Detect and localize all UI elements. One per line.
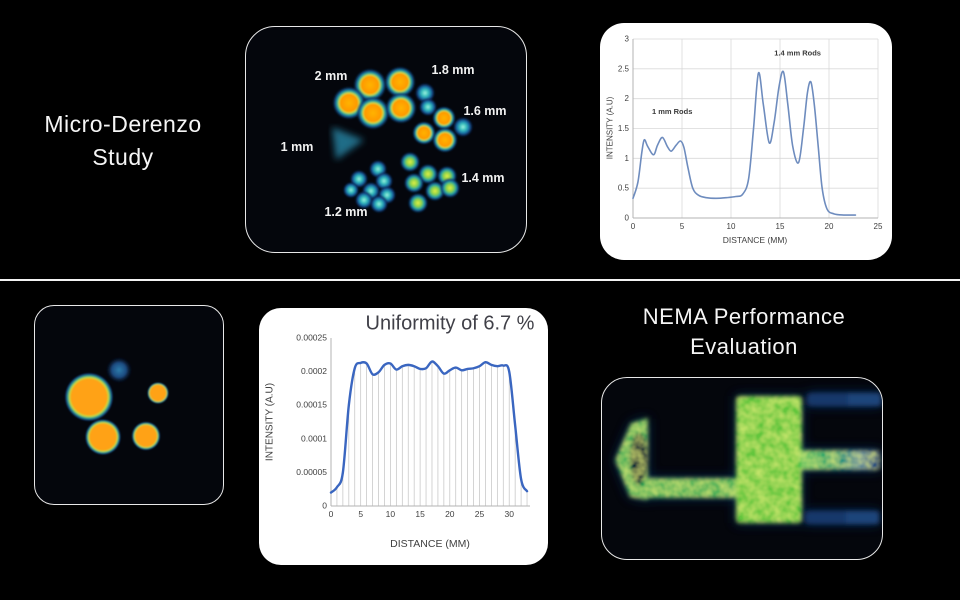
data-series-line [632,70,857,216]
x-tick-label: 25 [475,509,485,519]
x-tick-label: 20 [445,509,455,519]
rod-dot [432,127,458,153]
y-tick-label: 0 [322,501,327,511]
y-tick-label: 0.00025 [296,333,327,343]
nema-title-line1: NEMA Performance [642,304,846,329]
uniformity-chart: 0 0.00005 0.0001 0.00015 0.0002 0.00025 0 5 10 15… [296,333,530,519]
x-tick-label: 5 [358,509,363,519]
x-tick-label: 15 [415,509,425,519]
study-title: Micro-Derenzo Study [18,108,228,174]
hotspot-blob [64,372,114,422]
hotspot-blob [105,356,133,384]
y-tick-label: 0.00015 [296,400,327,410]
derenzo-rod-pattern: 2 mm 1.8 mm 1.6 mm 1 mm 1.4 mm 1.2 mm [281,63,507,219]
data-series-line [329,360,529,494]
study-title-line1: Micro-Derenzo [44,111,202,137]
nema-body [615,396,880,523]
derenzo-phantom-image: 2 mm 1.8 mm 1.6 mm 1 mm 1.4 mm 1.2 mm [245,26,527,253]
x-tick-label: 10 [727,222,736,231]
rod-dot [412,121,436,145]
rod-size-label: 1.2 mm [324,205,367,219]
y-tick-label: 0.5 [618,184,630,193]
series-annotation: 1 mm Rods [652,107,692,116]
rod-dot [432,106,456,130]
nema-title-line2: Evaluation [690,334,798,359]
chart1-x-axis-label: DISTANCE (MM) [722,235,788,245]
chart2-title: Uniformity of 6.7 % [365,312,535,335]
hotspot-blob [131,421,161,451]
y-tick-label: 0.0001 [301,433,327,443]
y-tick-label: 0.0002 [301,366,327,376]
y-tick-label: 0 [625,214,630,223]
y-tick-label: 2.5 [618,64,630,73]
x-tick-label: 30 [504,509,514,519]
rod-dot [403,172,425,194]
hotspot-blob [84,418,122,456]
rod-profile-chart: 0 0.5 1 1.5 2 2.5 3 0 5 10 15 20 25 1 mm Rods 1.4 mm R… [618,35,883,232]
nema-phantom-scan [615,393,881,524]
chart1-y-axis-label: INTENSITY (A.U) [605,96,615,160]
chart2-y-axis-label: INTENSITY (A.U) [264,382,276,462]
x-tick-label: 10 [386,509,396,519]
rod-dot [356,96,390,130]
x-tick-label: 0 [631,222,636,231]
x-tick-label: 0 [329,509,334,519]
rod-size-label: 1.6 mm [463,104,506,118]
nema-phantom-image [601,377,883,560]
study-title-line2: Study [92,144,154,170]
y-tick-label: 1 [625,154,630,163]
hotspot-pattern [64,356,169,456]
series-annotation: 1.4 mm Rods [774,49,821,58]
rod-dot [342,181,360,199]
rod-dot [384,66,416,98]
rod-dot [369,194,389,214]
hotspot-blob [147,382,169,404]
plot-area: 0 0.00005 0.0001 0.00015 0.0002 0.00025 0 5 10 15… [296,333,530,519]
x-tick-label: 20 [825,222,834,231]
rod-dot [439,177,461,199]
rod-size-label: 1.4 mm [461,171,504,185]
rod-size-label: 2 mm [315,69,348,83]
rod-dot [452,116,474,138]
plot-area: 0 0.5 1 1.5 2 2.5 3 0 5 10 15 20 25 1 mm Rods 1.4 mm R… [618,35,883,232]
section-divider [0,279,960,281]
y-tick-label: 0.00005 [296,467,327,477]
y-tick-label: 2 [625,94,630,103]
y-tick-label: 3 [625,35,630,44]
rod-dot [399,151,421,173]
nema-title: NEMA Performance Evaluation [608,302,880,362]
chart2-x-axis-label: DISTANCE (MM) [390,538,470,550]
rod-dot [385,92,417,124]
nema-cold-bars [805,393,881,524]
rod-size-label: 1.8 mm [431,63,474,77]
rod-dot [418,97,438,117]
y-tick-label: 1.5 [618,124,630,133]
x-tick-label: 5 [680,222,685,231]
one-mm-rod-blur [332,127,364,160]
x-tick-label: 15 [776,222,785,231]
x-tick-label: 25 [874,222,883,231]
rod-size-label: 1 mm [281,140,314,154]
rod-profile-chart-card: 0 0.5 1 1.5 2 2.5 3 0 5 10 15 20 25 1 mm Rods 1.4 mm R… [600,23,892,260]
rod-dot [354,190,374,210]
uniformity-chart-card: Uniformity of 6.7 % 0 0.00005 0.0001 0.0001… [259,308,548,565]
uniformity-phantom-image [34,305,224,505]
rod-dot [407,192,429,214]
